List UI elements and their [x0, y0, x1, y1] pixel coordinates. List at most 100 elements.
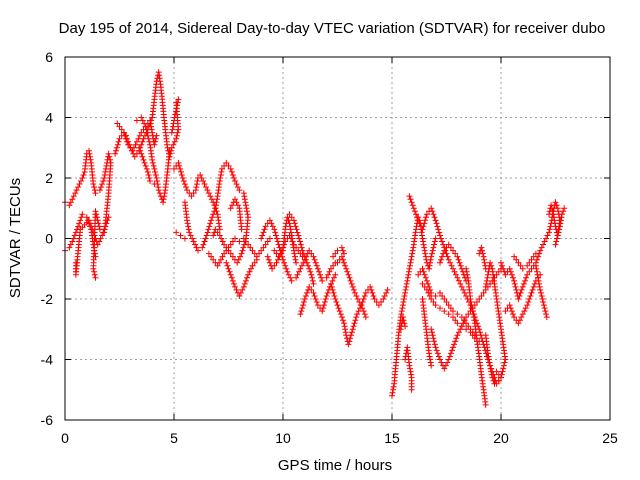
data-point	[317, 271, 324, 278]
data-point	[107, 156, 114, 163]
data-point	[200, 241, 207, 248]
data-point	[444, 253, 451, 260]
data-point	[319, 308, 326, 315]
data-point	[102, 223, 109, 230]
data-point	[362, 314, 369, 321]
data-point	[209, 214, 216, 221]
data-point	[298, 244, 305, 251]
data-point	[170, 141, 177, 148]
data-point	[285, 217, 292, 224]
data-point	[553, 202, 560, 209]
data-point	[550, 211, 557, 218]
data-point	[554, 235, 560, 242]
data-point	[124, 135, 131, 142]
data-point	[88, 223, 95, 230]
data-point	[304, 289, 310, 296]
data-point	[454, 253, 461, 260]
data-point	[419, 265, 426, 272]
data-point	[457, 262, 464, 269]
data-point	[454, 311, 461, 318]
data-point	[90, 265, 97, 272]
data-point	[287, 226, 294, 233]
data-point	[139, 117, 146, 124]
data-point	[244, 208, 250, 215]
data-point	[328, 283, 335, 290]
data-point	[174, 99, 181, 106]
data-point	[511, 253, 518, 260]
data-point	[207, 220, 214, 227]
data-point	[425, 280, 431, 287]
data-point	[180, 178, 187, 184]
data-point	[432, 217, 439, 224]
data-point	[518, 286, 525, 293]
data-point	[302, 293, 309, 299]
data-point	[140, 156, 147, 163]
data-point	[242, 277, 249, 284]
data-point	[490, 377, 497, 384]
data-point	[143, 165, 150, 172]
data-point	[184, 220, 191, 227]
data-point	[241, 196, 248, 203]
data-point	[479, 250, 486, 257]
data-point	[310, 253, 317, 260]
data-point	[450, 314, 456, 321]
data-point	[230, 175, 237, 181]
data-point	[407, 259, 414, 266]
data-point	[322, 296, 329, 302]
tick-marks	[64, 56, 611, 421]
data-point	[538, 244, 545, 251]
data-point	[520, 280, 527, 287]
data-point	[126, 141, 133, 148]
data-point	[470, 311, 477, 318]
data-point	[548, 202, 555, 209]
data-point	[516, 293, 523, 299]
data-point	[227, 205, 234, 212]
data-point	[423, 214, 429, 221]
data-point	[91, 268, 98, 275]
data-point	[91, 184, 98, 191]
data-point	[484, 350, 491, 357]
data-point	[246, 268, 253, 275]
data-point	[533, 265, 540, 272]
data-point	[451, 268, 458, 275]
data-point	[258, 235, 265, 242]
data-point	[441, 308, 448, 315]
data-point	[273, 259, 280, 266]
data-point	[139, 138, 146, 145]
data-point	[203, 232, 210, 239]
data-point	[177, 232, 184, 239]
data-point	[527, 293, 534, 299]
data-point	[142, 123, 149, 130]
data-point	[469, 305, 476, 312]
data-point	[216, 232, 223, 239]
data-point	[401, 320, 408, 327]
data-point	[217, 175, 224, 181]
data-point	[519, 283, 526, 290]
data-point	[488, 262, 495, 269]
data-point	[208, 196, 215, 203]
data-point	[426, 293, 433, 299]
data-point	[77, 217, 84, 224]
data-point	[445, 256, 452, 263]
data-point	[125, 138, 132, 145]
data-point	[500, 365, 507, 372]
data-point	[236, 238, 243, 245]
data-point	[205, 226, 212, 233]
data-point	[144, 129, 151, 136]
data-point	[498, 259, 504, 266]
data-point	[284, 268, 291, 275]
data-point	[202, 235, 209, 242]
data-point	[105, 214, 112, 221]
data-point	[453, 335, 460, 342]
data-point	[234, 202, 241, 209]
data-point	[244, 274, 250, 281]
data-point	[525, 299, 532, 305]
data-point	[400, 299, 407, 305]
data-point	[218, 235, 225, 242]
data-point	[336, 308, 343, 315]
data-point	[351, 289, 358, 296]
data-point	[168, 129, 175, 136]
data-point	[456, 259, 463, 266]
data-point	[233, 181, 240, 188]
data-point	[197, 172, 204, 178]
